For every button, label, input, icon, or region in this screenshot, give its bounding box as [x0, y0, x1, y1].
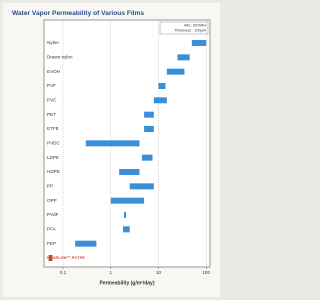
bar — [144, 111, 154, 118]
category-label: EVOH — [47, 69, 60, 74]
category-label: Drawn nylon — [47, 55, 73, 60]
category-label: FEP — [47, 241, 56, 246]
category-label: ETFE — [47, 126, 59, 131]
annotation-box — [159, 21, 209, 35]
x-tick-label: 1 — [109, 270, 112, 275]
x-tick-label: 0.1 — [60, 270, 67, 275]
category-label: PVdF — [47, 212, 59, 217]
bar — [122, 226, 130, 233]
annotation: Thickness : 100μm — [174, 29, 206, 33]
bar — [85, 140, 140, 147]
category-label: OPP — [47, 198, 57, 203]
category-label: PFA — [47, 227, 57, 232]
bar — [75, 240, 97, 247]
bar — [124, 212, 127, 218]
x-tick-label: 100 — [202, 270, 210, 275]
category-label: Nylon — [47, 40, 59, 45]
bar — [48, 255, 53, 261]
x-axis-label: Permeability (g/m²/day) — [99, 280, 154, 286]
bar — [191, 40, 207, 46]
bar — [158, 83, 166, 89]
category-label: HDPE — [47, 169, 60, 174]
bar — [153, 97, 167, 104]
category-label: PVC — [47, 98, 57, 103]
bar — [166, 68, 185, 75]
annotation: 40C, 90%RH — [184, 24, 206, 28]
category-label: NEOFLON™ PCTFE — [47, 255, 85, 260]
x-tick-label: 10 — [156, 270, 162, 275]
category-label: PET — [47, 112, 56, 117]
bar — [177, 54, 190, 61]
bar — [119, 169, 140, 175]
chart: Water Vapor Permeability of Various Film… — [3, 3, 220, 297]
bar — [110, 197, 145, 204]
bar — [141, 154, 153, 161]
chart-title: Water Vapor Permeability of Various Film… — [12, 10, 144, 17]
category-label: PVDC — [47, 141, 60, 146]
bar — [129, 183, 154, 190]
category-label: LDPE — [47, 155, 59, 160]
bar — [144, 126, 154, 132]
category-label: PP — [47, 184, 53, 189]
category-label: PVF — [47, 83, 56, 88]
